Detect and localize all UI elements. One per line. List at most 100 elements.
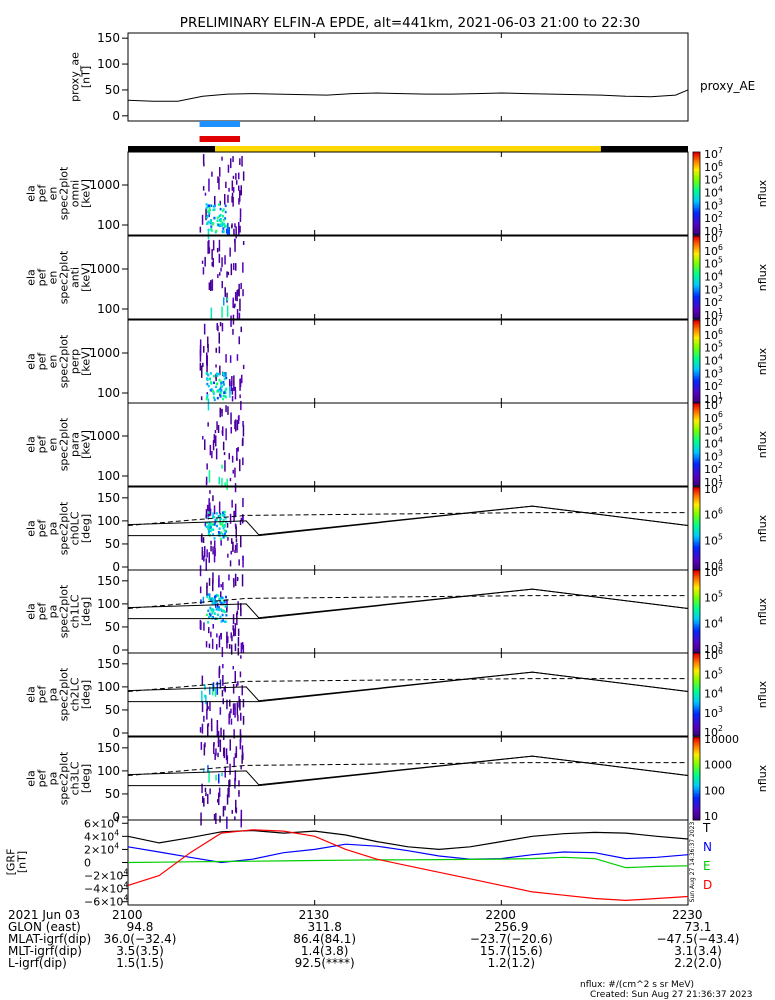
colorbar-tick-label: 103 — [704, 365, 723, 380]
colorbar-segment — [693, 580, 700, 583]
colorbar-segment — [693, 545, 700, 548]
proxy-ae-ylabel: proxy_ae[nT] — [69, 52, 93, 102]
spectrogram-panel: 150100500elapefpaspec2plotch2LC[deg]1061… — [25, 647, 769, 743]
spectrogram-pixel — [236, 354, 239, 361]
spectrogram-pixel — [234, 292, 237, 301]
colorbar-tick-label: 10 — [704, 810, 718, 823]
colorbar-segment — [693, 509, 700, 513]
spectrogram-ylabel: elapefpaspec2plotch0LC[deg] — [25, 501, 93, 555]
colorbar-segment — [693, 764, 700, 767]
grf-legend-N: N — [703, 840, 712, 854]
spectrogram-pixel — [223, 218, 225, 222]
spectrogram-pixel — [210, 527, 213, 530]
spectrogram-pixel — [201, 260, 204, 264]
colorbar-segment — [693, 228, 700, 232]
spectrogram-y-tick-label: 1000 — [89, 262, 120, 276]
spectrogram-pixel — [221, 596, 223, 599]
spectrogram-pixel — [239, 190, 241, 202]
spectrogram-pixel — [231, 225, 233, 229]
spectrogram-pixel — [200, 621, 202, 630]
spectrogram-pixel — [206, 613, 208, 617]
spectrogram-pixel — [208, 577, 211, 586]
spectrogram-y-tick-label: 1000 — [89, 429, 120, 443]
spectrogram-pixel — [238, 198, 240, 205]
spectrogram-pixel — [206, 582, 208, 589]
spectrogram-pixel — [218, 239, 221, 252]
spectrogram-pixel — [216, 720, 219, 730]
colorbar-segment — [693, 541, 700, 544]
spectrogram-y-tick-label: 100 — [97, 680, 120, 694]
spectrogram-pixel — [200, 396, 203, 401]
spectrogram-pixel — [234, 816, 236, 821]
colorbar-tick-label-base: 10 — [704, 399, 718, 412]
spectrogram-pixel — [214, 521, 217, 524]
grf-y-tick-label-base: −4×10 — [84, 883, 123, 896]
colorbar-segment — [693, 682, 700, 685]
spectrogram-pixel — [229, 386, 231, 398]
colorbar-segment — [693, 479, 700, 483]
colorbar-segment — [693, 536, 700, 540]
spectrogram-pixel — [200, 812, 202, 826]
spectrogram-pixel — [224, 534, 227, 538]
spectrogram-pixel — [207, 526, 210, 529]
spectrogram-pixel — [219, 412, 221, 417]
spectrogram-pixel — [202, 267, 205, 275]
colorbar-tick-label: 103 — [704, 281, 723, 296]
spectrogram-pixel — [220, 380, 223, 383]
spectrogram-pixel — [212, 515, 215, 518]
colorbar-segment — [693, 628, 700, 631]
spectrogram-pixel — [215, 347, 217, 353]
spectrogram-pixel — [238, 790, 240, 794]
colorbar-segment — [693, 252, 700, 256]
spectrogram-pixel — [231, 180, 234, 191]
spectrogram-pixel — [232, 684, 235, 694]
colorbar-segment — [693, 162, 700, 165]
colorbar-tick-label-base: 10 — [704, 412, 718, 425]
colorbar-segment — [693, 326, 700, 329]
spectrogram-pixel — [224, 517, 227, 520]
spectrogram-pixel — [229, 560, 232, 567]
grf-line-D — [127, 829, 689, 902]
colorbar-tick-label-base: 10 — [704, 380, 718, 393]
colorbar-segment — [693, 487, 700, 490]
colorbar-tick-label-exp: 6 — [718, 243, 723, 252]
spectrogram-pixel — [229, 478, 232, 482]
spectrogram-pixel — [210, 631, 212, 638]
spectrogram-pixel — [205, 208, 207, 221]
spectrogram-ylabel-line: perp — [69, 349, 82, 374]
spectrogram-pixel — [215, 748, 217, 756]
spectrogram-pixel — [218, 578, 220, 588]
spectrogram-pixel — [230, 263, 233, 276]
spectrogram-pixel — [224, 389, 227, 392]
spectrogram-pixel — [239, 459, 241, 472]
spectrogram-pixel — [209, 686, 211, 695]
spectrogram-ylabel-line: en — [47, 355, 60, 369]
colorbar-segment — [693, 553, 700, 556]
colorbar-segment — [693, 450, 700, 454]
spectrogram-pixel — [218, 476, 220, 485]
colorbar-segment — [693, 813, 700, 817]
grf-y-tick-label: 6×104 — [84, 815, 119, 830]
spectrogram-pixel — [221, 690, 224, 697]
spectrogram-pixel — [214, 540, 216, 550]
spectrogram-pixel — [236, 577, 239, 582]
colorbar-segment — [693, 473, 700, 477]
spectrogram-pixel — [218, 635, 221, 648]
spectrogram-ylabel-line: ela — [25, 436, 38, 453]
colorbar-tick-label-exp: 4 — [718, 686, 723, 695]
ephem-value: 1.4(3.8) — [301, 944, 349, 958]
spectrogram-pixel — [233, 263, 235, 271]
spectrogram-pixel — [215, 229, 218, 233]
colorbar-tick-label-exp: 1 — [718, 474, 723, 483]
colorbar-segment — [693, 713, 700, 716]
spectrogram-y-tick-label: 150 — [97, 491, 120, 505]
spectrogram-pixel — [222, 441, 225, 451]
spectrogram-pixel — [240, 326, 242, 333]
spectrogram-pixel — [223, 729, 225, 740]
spectrogram-pixel — [223, 687, 225, 691]
colorbar-segment — [693, 817, 700, 821]
spectrogram-pixel — [218, 215, 221, 218]
colorbar-segment — [693, 684, 700, 687]
spectrogram-pixel — [211, 222, 213, 225]
grf-legend-D: D — [703, 878, 712, 892]
